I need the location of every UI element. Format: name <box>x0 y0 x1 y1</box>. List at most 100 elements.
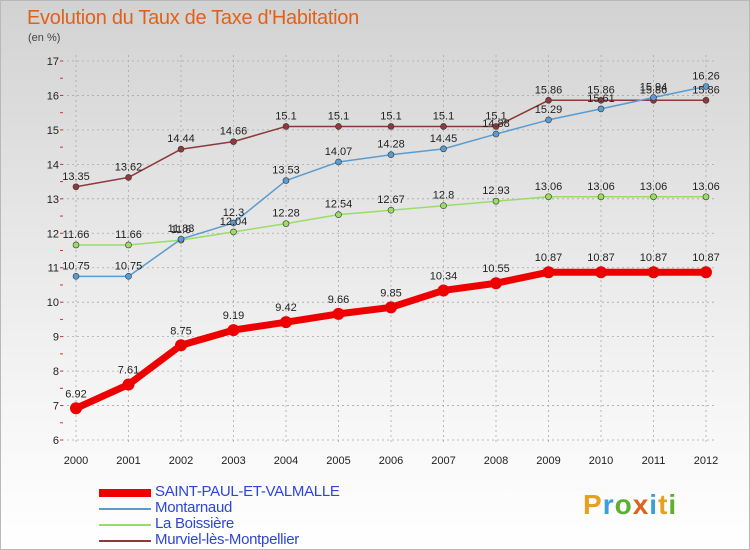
data-label: 15.86 <box>640 84 668 96</box>
data-point <box>440 202 447 210</box>
chart-title: Evolution du Taux de Taxe d'Habitation <box>27 7 359 29</box>
data-point <box>440 145 447 153</box>
logo-letter: r <box>602 489 615 520</box>
y-tick-label: 12 <box>47 228 59 240</box>
data-label: 10.87 <box>692 252 720 264</box>
line-chart: 6 7 8 9 10 11 12 13 14 15 16 17 2000 2001 2002 2003 2004… <box>47 55 720 467</box>
data-point <box>545 193 552 201</box>
y-tick-label: 17 <box>47 56 59 68</box>
legend-swatch <box>99 508 151 510</box>
y-tick-label: 9 <box>53 332 59 344</box>
logo-letter: t <box>658 489 669 520</box>
data-label: 10.87 <box>535 252 563 264</box>
logo-letter: i <box>649 489 659 520</box>
data-label: 13.06 <box>640 181 668 193</box>
legend-swatch <box>99 524 151 526</box>
data-point <box>72 183 80 191</box>
y-tick-label: 14 <box>47 159 59 171</box>
data-label: 14.66 <box>220 126 248 138</box>
data-label: 10.75 <box>62 260 90 272</box>
y-tick-label: 8 <box>53 366 59 378</box>
data-label: 8.75 <box>170 325 191 337</box>
data-point <box>490 277 502 290</box>
data-point <box>230 219 237 227</box>
data-point <box>335 123 342 130</box>
data-label: 15.1 <box>485 110 506 122</box>
data-label: 15.1 <box>328 110 349 122</box>
data-point <box>282 220 290 227</box>
data-point <box>545 116 552 124</box>
logo-letter: o <box>614 489 633 520</box>
data-point <box>387 123 395 130</box>
data-label: 7.61 <box>118 365 139 377</box>
data-point <box>280 316 292 329</box>
data-label: 14.88 <box>482 118 510 130</box>
data-label: 9.42 <box>275 302 296 314</box>
data-label: 13.53 <box>272 165 300 177</box>
data-label: 10.75 <box>115 260 143 272</box>
data-point <box>702 193 710 201</box>
proxiti-logo: Proxiti <box>583 489 677 521</box>
data-point <box>177 235 185 243</box>
data-point <box>385 301 397 314</box>
x-tick-label: 2004 <box>274 455 298 467</box>
data-label: 13.06 <box>692 181 720 193</box>
y-tick-label: 13 <box>47 194 59 206</box>
data-label: 6.92 <box>65 388 86 400</box>
data-label: 15.1 <box>380 110 401 122</box>
data-label: 11.8 <box>171 224 192 236</box>
data-point <box>647 266 660 279</box>
data-point <box>282 123 290 130</box>
chart-unit-label: (en %) <box>28 32 61 44</box>
logo-letter: P <box>583 489 603 520</box>
data-label: 15.61 <box>587 93 615 105</box>
data-label: 15.29 <box>535 104 563 116</box>
data-point <box>230 138 237 145</box>
data-point <box>387 151 395 159</box>
data-label: 12.54 <box>325 199 353 211</box>
legend-swatch <box>99 540 151 542</box>
data-point <box>125 174 132 181</box>
data-label: 14.45 <box>430 133 458 145</box>
data-label: 12.3 <box>223 207 244 219</box>
data-point <box>437 284 450 297</box>
data-point <box>332 307 345 320</box>
data-point <box>597 105 605 113</box>
data-label: 15.86 <box>692 84 720 96</box>
data-label: 13.06 <box>587 181 615 193</box>
data-label: 15.94 <box>640 82 668 94</box>
data-point <box>227 324 240 337</box>
data-point <box>230 228 237 236</box>
data-label: 15.86 <box>535 84 563 96</box>
data-point <box>177 145 185 153</box>
y-tick-label: 16 <box>47 90 59 102</box>
legend-label: La Boissière <box>155 515 234 532</box>
data-label: 10.87 <box>640 252 668 264</box>
data-label: 11.66 <box>115 229 142 241</box>
data-point <box>702 96 710 104</box>
data-label: 12.93 <box>482 185 510 197</box>
x-tick-label: 2001 <box>116 455 140 467</box>
data-label: 9.85 <box>380 287 401 299</box>
data-point <box>282 177 290 184</box>
data-point <box>70 402 82 415</box>
legend-swatch <box>99 489 151 497</box>
x-tick-label: 2003 <box>221 455 245 467</box>
data-label: 12.67 <box>377 194 405 206</box>
data-point <box>125 241 132 249</box>
data-point <box>492 197 500 205</box>
y-tick-label: 7 <box>53 401 59 413</box>
data-label: 13.62 <box>115 161 143 173</box>
data-point <box>650 193 657 201</box>
data-point <box>440 123 447 130</box>
data-point <box>387 206 395 214</box>
data-point <box>700 266 712 279</box>
data-label: 13.35 <box>62 171 90 183</box>
logo-letter: x <box>632 489 650 520</box>
data-label: 9.66 <box>328 294 349 306</box>
x-tick-label: 2009 <box>536 455 560 467</box>
data-point <box>335 158 342 166</box>
data-point <box>597 96 605 104</box>
data-point <box>125 273 132 280</box>
data-point <box>702 83 710 90</box>
